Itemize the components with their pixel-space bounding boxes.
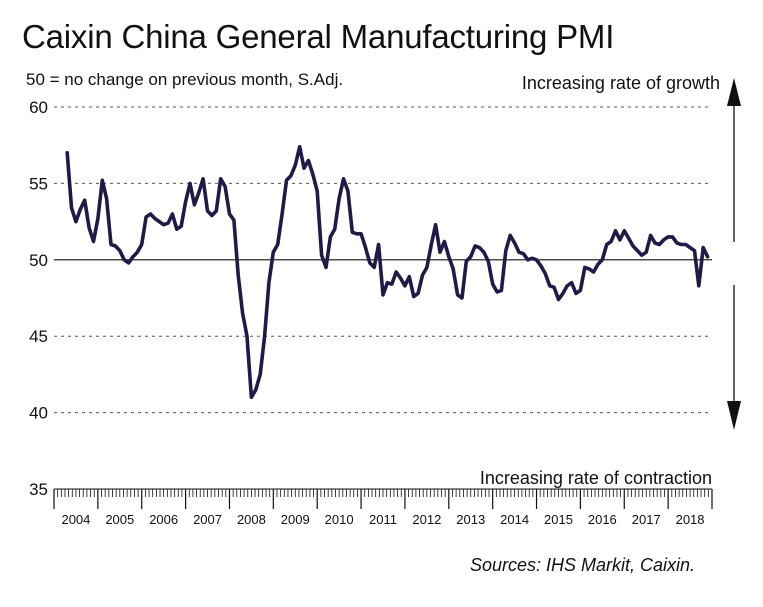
growth-contraction-arrow xyxy=(727,78,741,430)
x-tick-label-2013: 2013 xyxy=(456,512,485,527)
x-axis: 2004 2005 2006 2007 2008 2009 2010 2011 2012 2013… xyxy=(53,488,713,527)
y-tick-label-50: 50 xyxy=(29,251,48,270)
series-line-pmi xyxy=(65,144,710,400)
annotation-growth: Increasing rate of growth xyxy=(522,73,720,93)
sources-note: Sources: IHS Markit, Caixin. xyxy=(469,555,695,575)
arrow-head-down xyxy=(727,401,741,430)
x-tick-label-2007: 2007 xyxy=(193,512,222,527)
y-tick-label-35: 35 xyxy=(29,480,48,499)
y-tick-label-45: 45 xyxy=(29,327,48,346)
y-axis: 35 40 45 50 55 60 xyxy=(29,98,48,499)
y-tick-label-40: 40 xyxy=(29,404,48,423)
annotation-contraction: Increasing rate of contraction xyxy=(480,468,712,488)
x-tick-label-2015: 2015 xyxy=(544,512,573,527)
x-tick-label-2012: 2012 xyxy=(412,512,441,527)
x-tick-label-2009: 2009 xyxy=(281,512,310,527)
x-tick-label-2014: 2014 xyxy=(500,512,529,527)
x-tick-label-2017: 2017 xyxy=(632,512,661,527)
chart-title: Caixin China General Manufacturing PMI xyxy=(22,18,615,55)
x-tick-label-2018: 2018 xyxy=(676,512,705,527)
y-tick-label-55: 55 xyxy=(29,174,48,193)
x-tick-label-2010: 2010 xyxy=(325,512,354,527)
x-tick-label-2008: 2008 xyxy=(237,512,266,527)
x-tick-label-2011: 2011 xyxy=(369,512,397,527)
x-tick-label-2005: 2005 xyxy=(105,512,134,527)
x-tick-label-2006: 2006 xyxy=(149,512,178,527)
x-tick-label-2016: 2016 xyxy=(588,512,617,527)
y-tick-label-60: 60 xyxy=(29,98,48,117)
chart-subtitle: 50 = no change on previous month, S.Adj. xyxy=(26,70,344,89)
x-tick-label-2004: 2004 xyxy=(61,512,90,527)
gridlines xyxy=(54,106,712,414)
arrow-head-up xyxy=(727,78,741,106)
